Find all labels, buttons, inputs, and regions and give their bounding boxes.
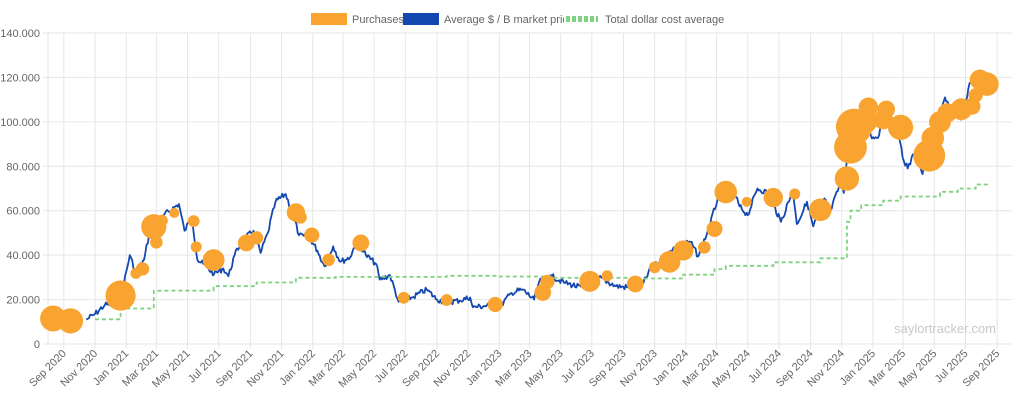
purchase-bubble [107,290,123,307]
purchase-bubble [975,72,999,96]
purchase-bubble [169,207,180,218]
purchase-bubble [187,215,200,228]
purchase-bubble [887,114,914,141]
purchase-bubble [834,166,860,191]
purchase-bubble [397,291,410,304]
purchase-bubble [156,214,168,227]
purchase-bubble [763,187,784,208]
purchase-bubble [741,196,752,207]
purchase-bubble [352,234,370,252]
purchase-bubble [487,296,503,313]
watermark: saylortracker.com [894,321,996,336]
legend[interactable]: Purchases Average $ / B market price Total… [311,13,724,26]
dollar-cost-average-line [95,181,988,321]
series-layer [40,69,999,334]
grid-lines [48,32,1012,345]
purchase-bubble [150,235,163,249]
legend-label-price_line: Average $ / B market price [444,14,574,26]
y-tick-label: 0 [34,339,40,351]
legend-label-cost_avg: Total dollar cost average [605,14,724,26]
purchase-bubble [249,231,264,245]
purchase-bubble [440,294,453,306]
purchase-bubble [706,220,723,237]
y-tick-label: 80.000 [6,161,40,173]
y-tick-label: 120.000 [0,72,40,84]
purchase-bubble [626,275,644,293]
purchase-bubble [540,274,555,289]
purchase-bubble [789,188,801,200]
purchase-bubble [57,308,84,334]
purchase-bubble [294,211,307,224]
purchase-bubble [304,227,320,243]
purchase-bubble [858,97,879,117]
purchase-bubble [809,198,832,222]
y-tick-label: 60.000 [6,206,40,218]
purchase-bubble [601,270,613,282]
purchase-bubble [648,261,661,274]
purchase-bubble [202,249,225,271]
purchase-bubble [714,180,738,204]
price-line [85,73,981,321]
legend-swatch-purchases [311,13,347,25]
purchase-bubble [673,240,694,261]
y-tick-label: 20.000 [6,295,40,307]
legend-swatch-price_line [403,13,439,25]
purchase-bubble [579,270,601,292]
purchase-bubble [130,267,142,279]
purchase-bubble [322,253,335,267]
legend-label-purchases: Purchases [352,14,404,26]
y-tick-label: 140.000 [0,28,40,40]
y-axis: 0 20.000 40.000 60.000 80.000 100.000 120.000 1… [0,28,49,351]
purchase-bubble [697,241,711,254]
purchase-bubble [190,241,202,253]
y-tick-label: 100.000 [0,117,40,129]
purchase-bubble [658,250,681,273]
purchase-bubble [877,100,896,119]
y-tick-label: 40.000 [6,250,40,262]
